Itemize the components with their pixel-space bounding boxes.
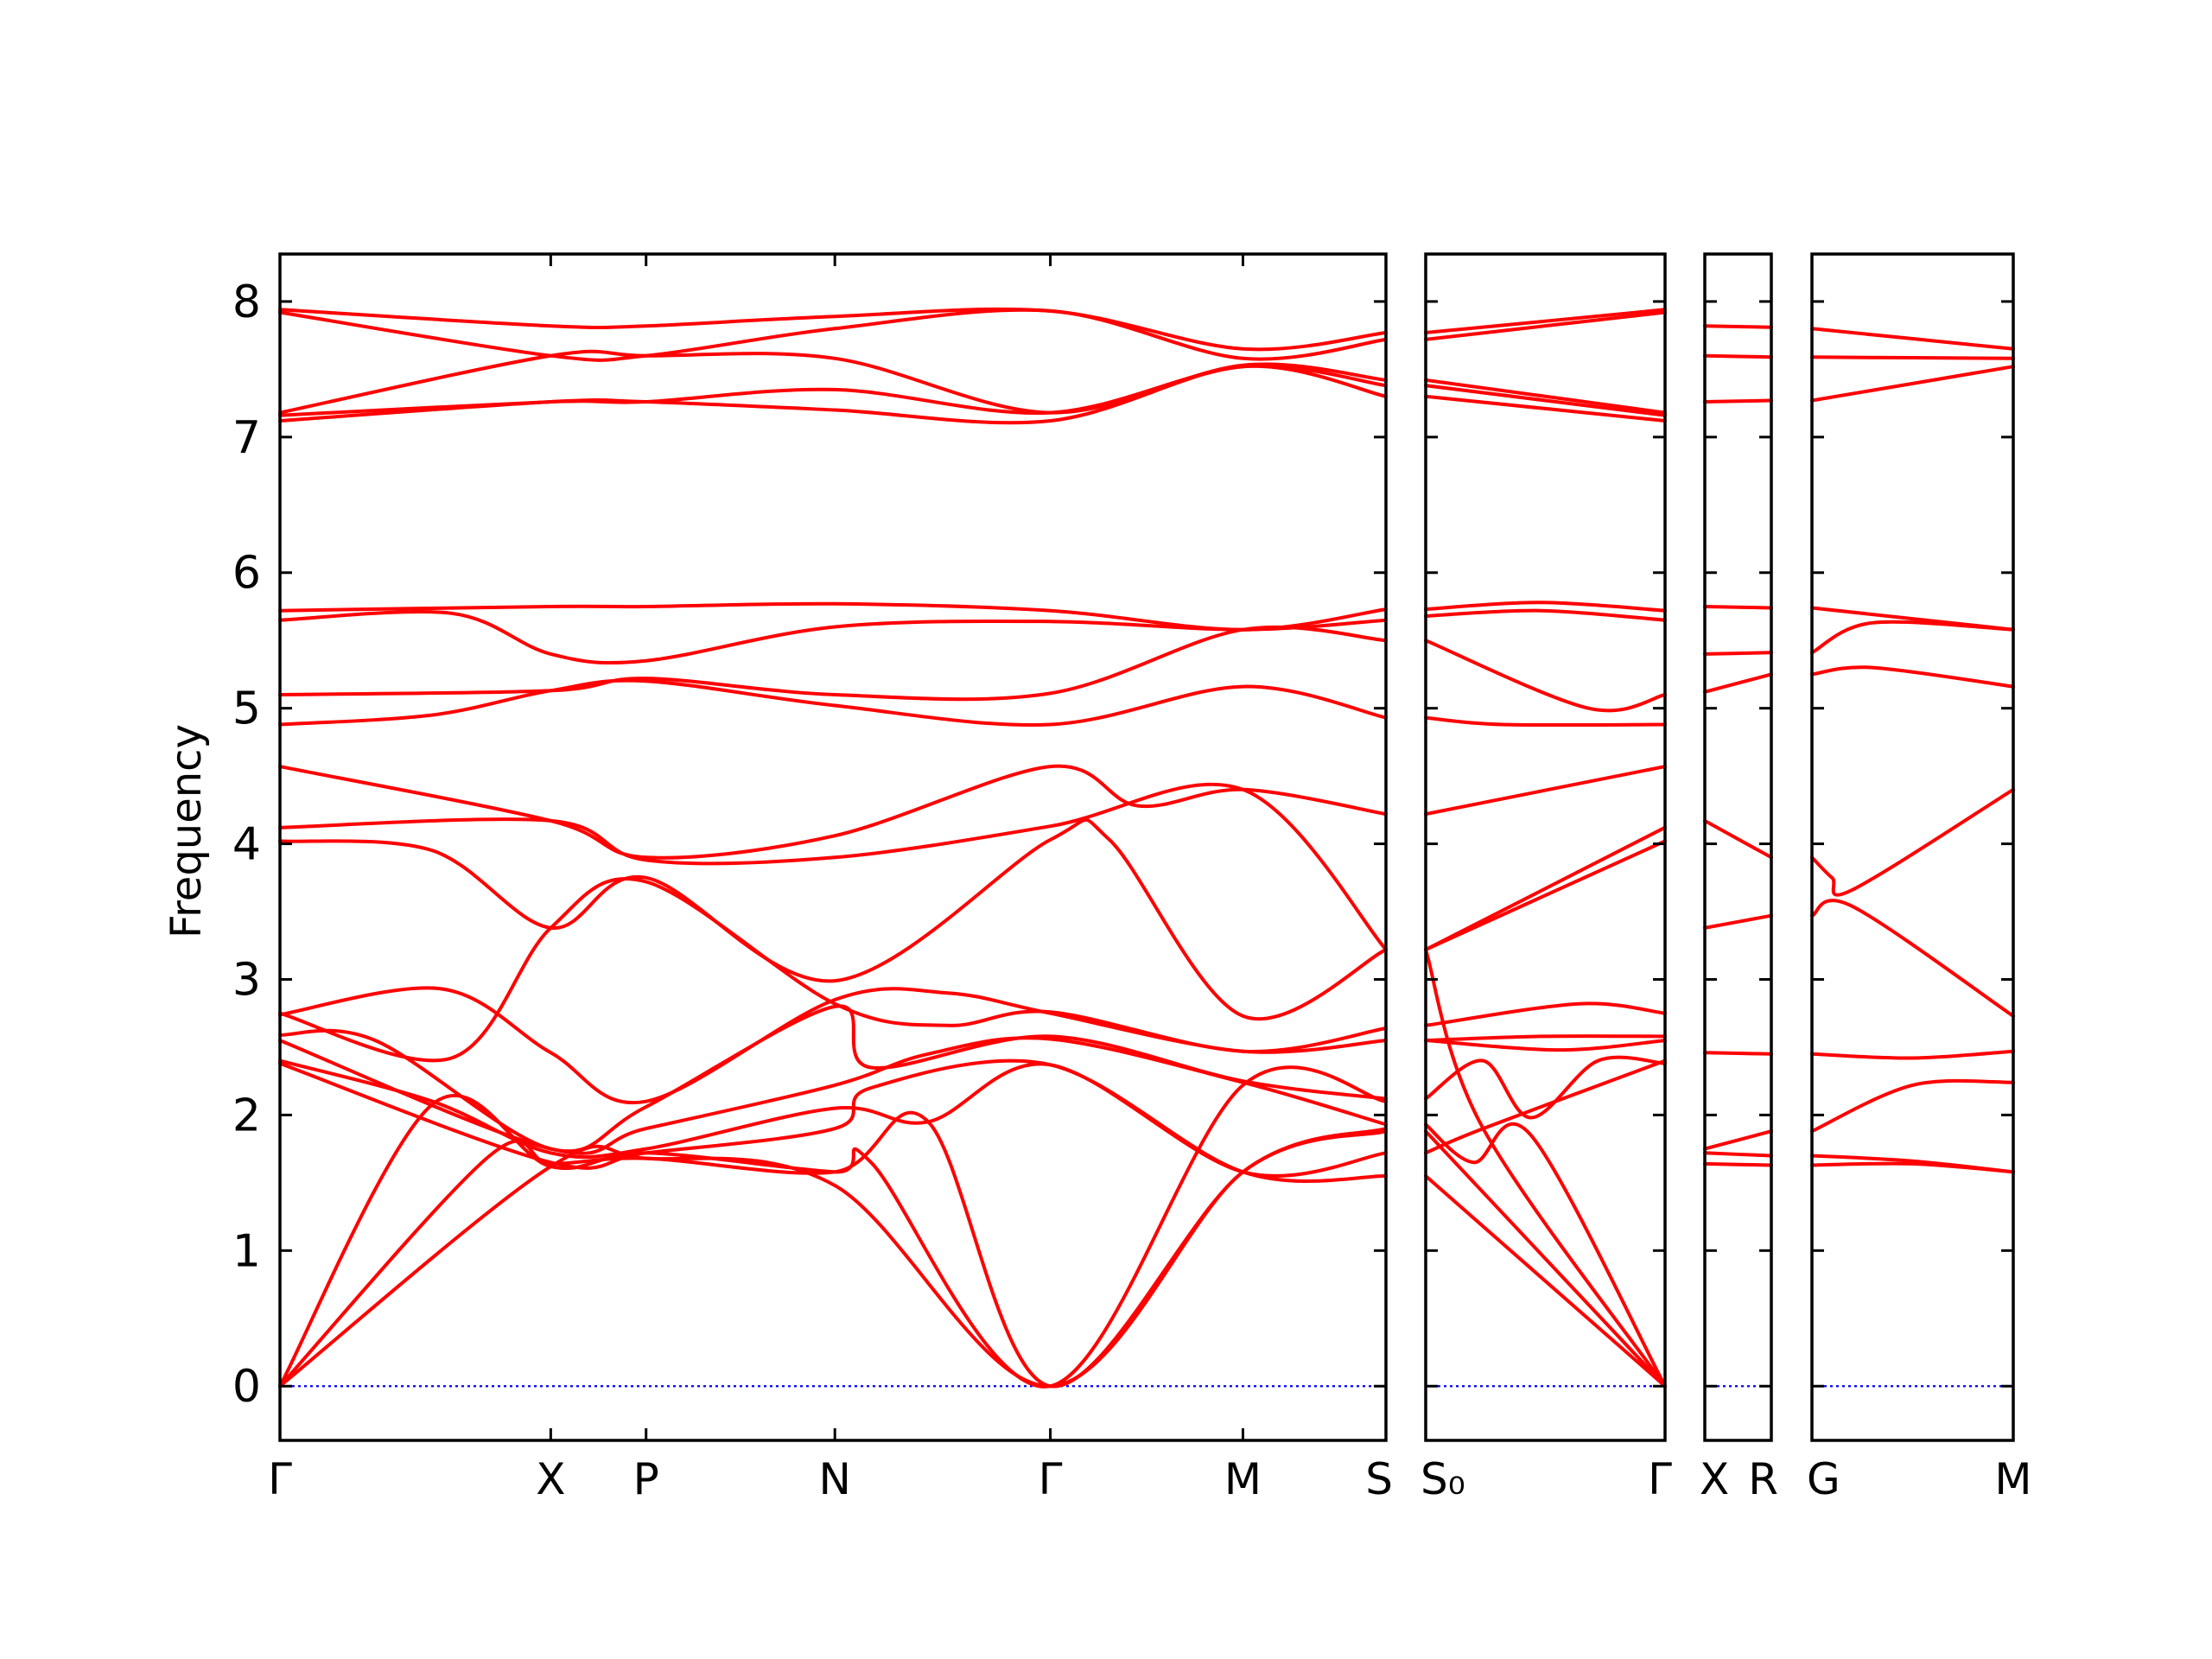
band-line — [278, 1127, 1388, 1389]
band-line — [1424, 310, 1667, 341]
band-line — [278, 782, 1388, 951]
band-line — [1424, 839, 1667, 951]
band-line — [1810, 899, 2015, 1018]
x-tick-label: Γ — [1039, 1454, 1063, 1504]
x-tick-label: X — [1700, 1454, 1729, 1504]
panel-frame — [278, 252, 1388, 1442]
band-line — [278, 1110, 1388, 1389]
band-line — [278, 1058, 1388, 1183]
band-line — [1703, 913, 1773, 930]
band-line — [278, 307, 1388, 352]
band-line — [1703, 398, 1773, 404]
band-line — [1424, 308, 1667, 334]
band-line — [1810, 1078, 2015, 1134]
band-line — [1703, 605, 1773, 610]
band-line — [1703, 1161, 1773, 1167]
x-tick-label: G — [1807, 1454, 1840, 1504]
band-line — [1703, 672, 1773, 694]
band-line — [1703, 353, 1773, 359]
band-line — [1424, 1129, 1667, 1389]
panel-frame — [1810, 252, 2015, 1442]
panel-2: S₀ Γ — [1421, 252, 1672, 1504]
band-line — [1810, 1049, 2015, 1060]
x-tick-label: S₀ — [1421, 1454, 1465, 1504]
band-line — [1424, 378, 1667, 415]
band-line — [1810, 787, 2015, 897]
y-tick-label-5: 5 — [232, 683, 261, 735]
band-line — [278, 1065, 1388, 1389]
panel-frame — [1424, 252, 1667, 1442]
x-tick-label: S — [1365, 1454, 1393, 1504]
band-line — [1424, 948, 1667, 1389]
y-tick-label-7: 7 — [232, 412, 261, 464]
y-tick-label-3: 3 — [232, 954, 261, 1006]
band-line — [1703, 1051, 1773, 1056]
band-line — [1424, 639, 1667, 713]
y-tick-label-8: 8 — [232, 276, 261, 328]
band-line — [1703, 324, 1773, 329]
x-tick-label: P — [633, 1454, 659, 1504]
x-tick-label: Γ — [1648, 1454, 1672, 1504]
band-line — [278, 625, 1388, 702]
band-line — [1424, 1058, 1667, 1155]
y-tick-label-2: 2 — [232, 1090, 261, 1141]
y-tick-label-6: 6 — [232, 548, 261, 600]
band-line — [1703, 651, 1773, 656]
x-tick-label: N — [819, 1454, 851, 1504]
band-line — [278, 1036, 1388, 1155]
band-line — [1810, 365, 2015, 403]
band-line — [1424, 394, 1667, 423]
band-line — [1424, 1055, 1667, 1120]
y-tick-label-1: 1 — [232, 1225, 261, 1277]
x-tick-label: M — [1994, 1454, 2031, 1504]
band-line — [1424, 1034, 1667, 1043]
band-line — [1424, 765, 1667, 817]
band-line — [1810, 327, 2015, 351]
x-tick-label: M — [1224, 1454, 1262, 1504]
band-line — [278, 877, 1388, 1063]
band-line — [278, 610, 1388, 665]
band-line — [278, 817, 1388, 1021]
band-line — [1424, 825, 1667, 951]
band-line — [1810, 665, 2015, 689]
y-tick-label-0: 0 — [232, 1361, 261, 1413]
band-line — [1424, 715, 1667, 728]
band-line — [1424, 1039, 1667, 1052]
band-line — [1810, 1161, 2015, 1174]
band-line — [1424, 608, 1667, 622]
panel-frame — [1703, 252, 1773, 1442]
x-tick-label: R — [1748, 1454, 1778, 1504]
band-line — [1703, 1129, 1773, 1151]
band-line — [278, 986, 1388, 1105]
band-line — [1424, 601, 1667, 613]
band-line — [278, 764, 1388, 860]
band-line — [1424, 1122, 1667, 1389]
band-line — [1424, 1001, 1667, 1027]
y-tick-label-4: 4 — [232, 819, 261, 871]
band-line — [1810, 620, 2015, 655]
band-line — [1810, 355, 2015, 360]
band-line — [278, 678, 1388, 727]
band-line — [1424, 1174, 1667, 1389]
band-line — [278, 349, 1388, 415]
band-line — [278, 308, 1388, 362]
band-line — [1424, 384, 1667, 417]
y-axis-label: Frequency — [162, 724, 211, 938]
x-tick-label: Γ — [268, 1454, 292, 1504]
band-line — [1703, 818, 1773, 860]
x-tick-label: X — [536, 1454, 565, 1504]
band-line — [278, 364, 1388, 425]
band-line — [1703, 1151, 1773, 1158]
